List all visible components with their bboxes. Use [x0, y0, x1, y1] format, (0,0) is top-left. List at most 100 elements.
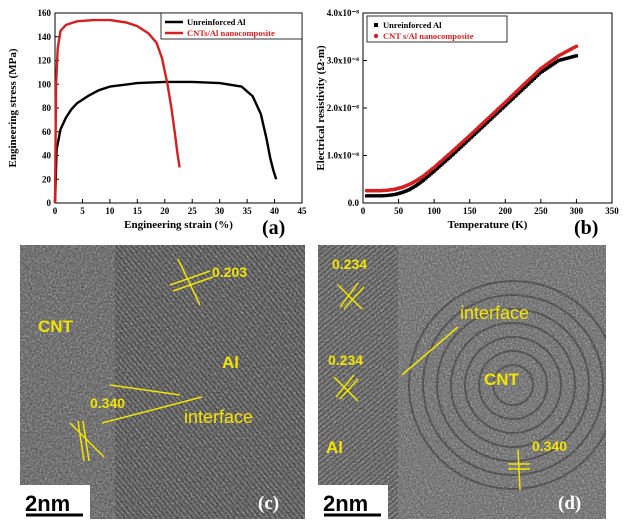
- cnt-label: CNT: [484, 370, 520, 389]
- data-point-unreinforced-al: [531, 78, 535, 82]
- data-point-unreinforced-al: [445, 158, 449, 162]
- data-point-unreinforced-al: [466, 138, 470, 142]
- data-point-unreinforced-al: [487, 119, 491, 123]
- data-point-unreinforced-al: [540, 69, 545, 73]
- y-tick-label: 60: [42, 127, 52, 137]
- y-tick-label: 2.0x10⁻⁸: [327, 103, 360, 113]
- x-tick-label: 300: [570, 206, 584, 216]
- y-tick-label: 0.0: [348, 198, 360, 208]
- data-point-unreinforced-al: [432, 169, 436, 173]
- data-point-unreinforced-al: [461, 143, 465, 147]
- data-point-unreinforced-al: [495, 111, 499, 115]
- x-tick-label: 45: [298, 206, 308, 216]
- x-tick-label: 5: [80, 206, 85, 216]
- data-point-unreinforced-al: [524, 84, 528, 88]
- data-point-unreinforced-al: [455, 149, 459, 153]
- data-point-unreinforced-al: [534, 75, 538, 79]
- data-point-unreinforced-al: [450, 153, 454, 158]
- data-point-unreinforced-al: [453, 150, 457, 155]
- y-tick-label: 4.0x10⁻⁸: [327, 8, 360, 18]
- y-tick-label: 20: [42, 174, 52, 184]
- data-point-unreinforced-al: [516, 91, 520, 96]
- y-axis-label: Engineering stress (MPa): [7, 48, 19, 167]
- data-point-unreinforced-al: [448, 155, 452, 159]
- data-point-unreinforced-al: [456, 147, 460, 152]
- data-point-unreinforced-al: [518, 90, 522, 94]
- x-tick-label: 200: [499, 206, 513, 216]
- data-point-unreinforced-al: [573, 54, 577, 58]
- data-point-unreinforced-al: [471, 134, 475, 138]
- data-point-unreinforced-al: [555, 59, 559, 64]
- data-point-unreinforced-al: [550, 63, 554, 67]
- y-tick-label: 120: [38, 56, 52, 66]
- scale-bar-label: 2nm: [25, 491, 70, 516]
- data-point-unreinforced-al: [537, 72, 541, 76]
- y-tick-label: 40: [42, 151, 52, 161]
- data-point-unreinforced-al: [515, 93, 519, 97]
- data-point-unreinforced-al: [571, 55, 575, 59]
- data-point-unreinforced-al: [489, 117, 493, 121]
- data-point-unreinforced-al: [476, 129, 480, 133]
- series-line-unreinforced-al: [53, 80, 278, 204]
- data-point-unreinforced-al: [508, 99, 512, 103]
- data-point-unreinforced-al: [463, 141, 467, 146]
- data-point-unreinforced-al: [490, 116, 494, 120]
- data-point-unreinforced-al: [561, 57, 566, 61]
- spacing-label-0234-top: 0.234: [332, 256, 367, 272]
- data-point-unreinforced-al: [435, 166, 439, 170]
- data-point-unreinforced-al: [460, 144, 464, 149]
- legend-entry: CNTs/Al nanocomposite: [187, 28, 275, 38]
- data-point-unreinforced-al: [557, 58, 561, 63]
- data-point-unreinforced-al: [510, 97, 514, 102]
- data-point-unreinforced-al: [536, 73, 540, 77]
- data-point-unreinforced-al: [458, 146, 462, 150]
- spacing-label-0234-mid: 0.234: [328, 352, 363, 368]
- data-point-unreinforced-al: [547, 65, 551, 69]
- x-tick-label: 250: [534, 206, 548, 216]
- data-point-unreinforced-al: [484, 122, 488, 126]
- x-tick-label: 10: [105, 206, 115, 216]
- data-point-unreinforced-al: [552, 62, 556, 66]
- legend-entry: Unreinforced Al: [383, 20, 442, 30]
- y-tick-label: 160: [38, 8, 52, 18]
- data-point-unreinforced-al: [532, 76, 536, 81]
- tem-micrograph-c: 0.203 0.340 CNT Al interface 2nm (c): [20, 245, 305, 519]
- interface-label: interface: [184, 407, 253, 427]
- x-tick-label: 35: [243, 206, 253, 216]
- data-point-unreinforced-al: [542, 68, 546, 72]
- x-tick-label: 0: [361, 206, 366, 216]
- stress-strain-chart: 0 5 10 15 20 25 30 35 40 45 0 20 40 60 80 100 120 140 160 E…: [7, 8, 308, 239]
- data-point-unreinforced-al: [474, 131, 478, 135]
- tem-micrograph-d: 0.234 0.234 0.340 interface CNT Al 2nm (…: [318, 245, 606, 519]
- cnt-label: CNT: [38, 317, 74, 336]
- panel-label-c: (c): [258, 493, 279, 514]
- panel-label-d: (d): [558, 493, 581, 514]
- y-tick-label: 0: [47, 198, 52, 208]
- data-point-unreinforced-al: [477, 128, 482, 132]
- x-tick-label: 0: [53, 206, 58, 216]
- x-tick-label: 100: [427, 206, 441, 216]
- data-point-unreinforced-al: [539, 70, 543, 74]
- data-point-unreinforced-al: [511, 96, 515, 100]
- x-axis-label: Engineering strain (%): [124, 219, 233, 231]
- data-point-unreinforced-al: [503, 104, 507, 108]
- data-point-unreinforced-al: [493, 113, 498, 117]
- data-point-unreinforced-al: [527, 81, 532, 85]
- data-point-unreinforced-al: [566, 56, 570, 60]
- resistivity-chart: 0 50 100 150 200 250 300 350 0.0 1.0x10⁻⁸ 2.0x10⁻⁸…: [315, 8, 619, 239]
- data-point-unreinforced-al: [521, 87, 525, 91]
- panel-label: (b): [574, 217, 598, 239]
- spacing-label-0203: 0.203: [212, 264, 247, 280]
- data-point-unreinforced-al: [434, 168, 438, 172]
- data-point-unreinforced-al: [574, 54, 579, 58]
- data-point-unreinforced-al: [472, 132, 477, 136]
- legend-box: [366, 15, 508, 43]
- x-tick-label: 150: [463, 206, 477, 216]
- x-tick-label: 40: [270, 206, 280, 216]
- y-axis-label: Electrical resistivity (Ω·m): [315, 45, 327, 171]
- data-point-unreinforced-al: [481, 125, 485, 129]
- al-label: Al: [222, 353, 239, 372]
- data-point-unreinforced-al: [443, 159, 448, 163]
- data-point-unreinforced-al: [569, 55, 574, 59]
- y-tick-label: 1.0x10⁻⁸: [327, 151, 360, 161]
